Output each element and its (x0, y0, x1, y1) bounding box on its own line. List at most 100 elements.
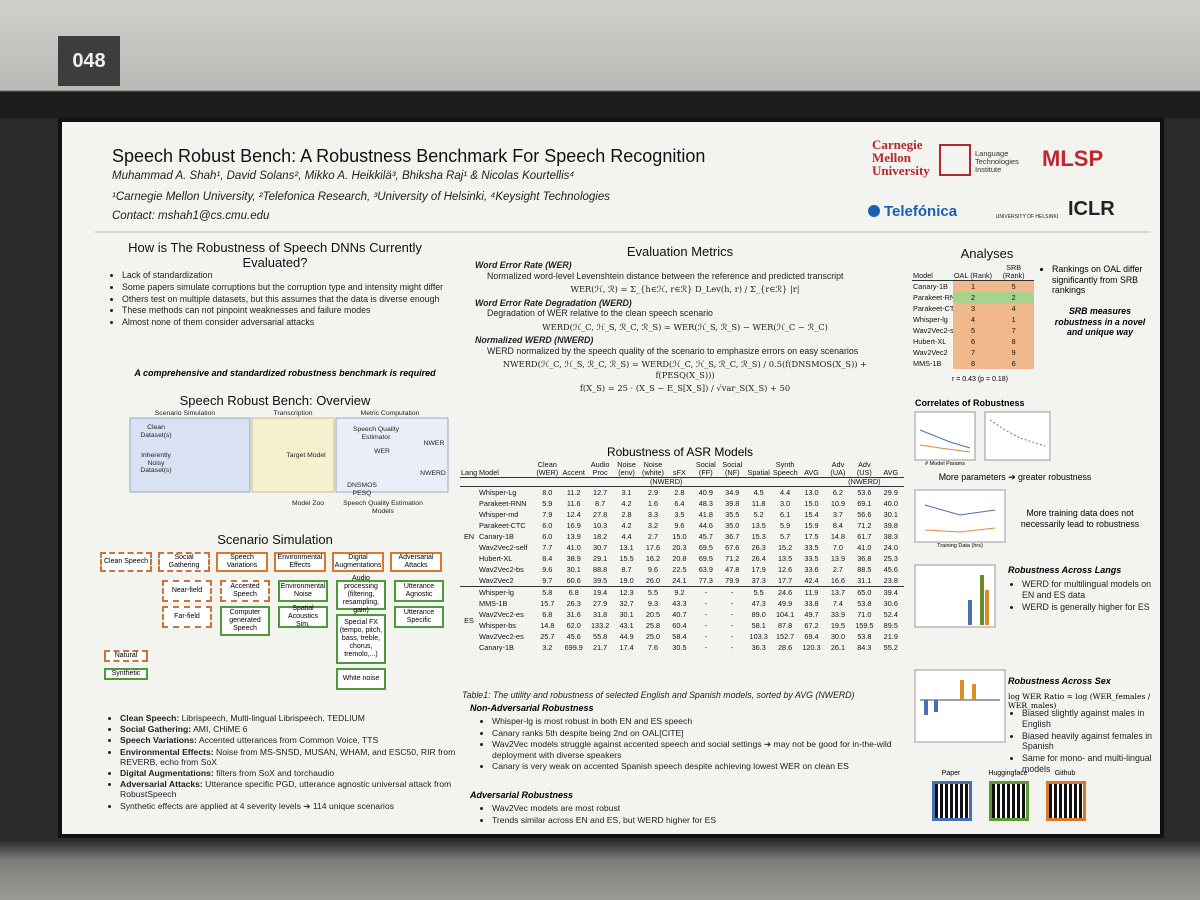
table-cell: 58.1 (751, 621, 766, 630)
column-header: Synth Speech (771, 461, 799, 478)
source-term: Clean Speech: (120, 713, 180, 723)
rank-cell: Whisper-lg (913, 315, 948, 324)
link-label: Github (1054, 770, 1076, 777)
rank-header: OAL (Rank) (952, 264, 994, 281)
table-cell: 2.9 (639, 486, 667, 498)
table-cell: 31.1 (857, 576, 872, 585)
rank-cell: 5 (993, 280, 1034, 292)
table-cell: 1.6 (647, 499, 659, 508)
table-cell: 53.8 (857, 632, 872, 641)
table-row: MMS-1B 15.7 26.3 27.9 32.7 9.3 43.3 - - 47.3 49.9 3… (460, 598, 904, 609)
table-cell: 15.0 (672, 532, 687, 541)
affiliations: ¹Carnegie Mellon University, ²Telefonica… (112, 191, 610, 203)
diagram-label: Scenario Simulation (154, 410, 216, 417)
table-cell: 47.3 (751, 599, 766, 608)
table-cell: 6.0 (542, 521, 553, 530)
booth-number: 048 (58, 36, 120, 86)
table-cell: 15.7 (540, 599, 555, 608)
table-cell: 25.0 (645, 632, 661, 641)
legend-item: Synthetic (104, 668, 148, 680)
table-cell: 12.6 (777, 565, 793, 574)
column-header: Lang (460, 461, 479, 478)
table-cell: 88.5 (857, 565, 872, 574)
diagram-label: Model Zoo (291, 500, 325, 507)
rank-cell: Canary-1B (913, 282, 948, 291)
rank-row: Parakeet-CTC34 (912, 303, 1034, 314)
table-cell: 8.0 (534, 486, 561, 498)
rank-row: Canary-1B 1 5 (912, 280, 1034, 292)
table-cell: 16.9 (566, 521, 581, 530)
bullet: Biased slightly against males in English (1022, 708, 1162, 730)
table-cell: 67.2 (804, 621, 819, 630)
bullet: WERD for multilingual models on EN and E… (1022, 579, 1162, 601)
formula: WERD(ℋ_C, ℋ_S, ℛ_C, ℛ_S) = WER(ℋ_S, ℛ_S)… (542, 321, 828, 332)
table-cell: - (692, 586, 720, 598)
link-label: Paper (941, 770, 961, 777)
source-text: Accented utterances from Common Voice, T… (196, 735, 379, 746)
rank-cell: Parakeet-CTC (913, 304, 953, 313)
source: Environmental Effects: Noise from MS-SNS… (120, 747, 465, 767)
table-cell: 33.6 (804, 565, 819, 574)
category-box: Environmental Effects (274, 552, 326, 572)
source-term: Speech Variations: (120, 735, 197, 746)
table-cell: 11.6 (566, 499, 581, 508)
diagram-label: Speech Quality Estimator (352, 426, 400, 441)
table-cell: 39.4 (877, 586, 904, 598)
table-cell: 41.0 (857, 543, 872, 552)
bullet: Almost none of them consider adversarial… (122, 317, 462, 328)
diagram-label: Clean Dataset(s) (140, 424, 172, 439)
table-cell: 20.3 (672, 543, 687, 552)
category-box: Social Gathering (158, 552, 210, 572)
table-cell: Wav2Vec2-es (479, 610, 524, 619)
table-cell: 41.8 (698, 510, 713, 519)
table-cell: 60.6 (566, 576, 581, 585)
header-row: Lang Model Clean (WER) Accent Audio Proc Nois… (460, 461, 904, 478)
table-cell: 53.8 (857, 599, 872, 608)
poster-title: Speech Robust Bench: A Robustness Benchm… (112, 146, 706, 166)
bullet-list: Wav2Vec models are most robustTrends sim… (480, 803, 907, 826)
table-cell: 4.2 (621, 499, 632, 508)
table-cell: - (704, 610, 708, 619)
table-cell: 5.5 (745, 586, 772, 598)
rank-cell: 8 (993, 336, 1034, 347)
table-cell: 699.9 (564, 643, 583, 652)
table-cell: Parakeet-RNN (479, 499, 527, 508)
bullet-list: Lack of standardizationSome papers simul… (110, 270, 462, 329)
table-cell: 9.3 (647, 599, 659, 608)
table-cell: 3.5 (674, 510, 685, 519)
column-header: Adv (US) (851, 461, 878, 478)
rank-row: Wav2Vec2-self57 (912, 325, 1034, 336)
diagram-label: DNSMOS PESQ (347, 482, 377, 497)
table-cell: 49.9 (777, 599, 793, 608)
column-header: Accent (560, 461, 587, 478)
logo: MLSP (1042, 146, 1104, 171)
table-cell: 41.0 (566, 543, 581, 552)
table-cell: 21.9 (883, 632, 898, 641)
table-cell: 26.3 (566, 599, 581, 608)
table-cell: Wav2Vec2-self (479, 543, 528, 552)
table-cell: 4.5 (745, 486, 772, 498)
table-cell: 19.5 (830, 621, 846, 630)
table-cell: 5.9 (780, 521, 791, 530)
column-group: (NWERD) (560, 477, 772, 487)
table-cell: 17.9 (751, 565, 766, 574)
source: Digital Augmentations: filters from SoX … (120, 768, 465, 778)
rank-cell: 7 (993, 325, 1034, 336)
table-cell: 35.0 (725, 521, 740, 530)
metrics: Word Error Rate (WER) Normalized word-lev… (475, 258, 895, 397)
table-cell: - (704, 599, 708, 608)
table-cell: 26.3 (751, 543, 766, 552)
source-text: Utterance specific PGD, utterance agnost… (120, 779, 452, 800)
scenario-item: Accented Speech (220, 580, 270, 602)
table-cell: 67.6 (725, 543, 740, 552)
table-cell: - (704, 632, 708, 641)
table-cell: 53.6 (851, 486, 878, 498)
scenario-item: Computer generated Speech (220, 606, 270, 636)
sources-list: Clean Speech: Librispeech, Multi-lingual… (108, 713, 465, 812)
table-cell: 20.8 (672, 554, 687, 563)
table-cell: 15.2 (777, 543, 793, 552)
table-cell: 30.6 (883, 599, 898, 608)
subheading: Non-Adversarial Robustness (470, 703, 594, 713)
table-cell: 16.6 (830, 576, 846, 585)
table-cell: 13.9 (566, 532, 581, 541)
